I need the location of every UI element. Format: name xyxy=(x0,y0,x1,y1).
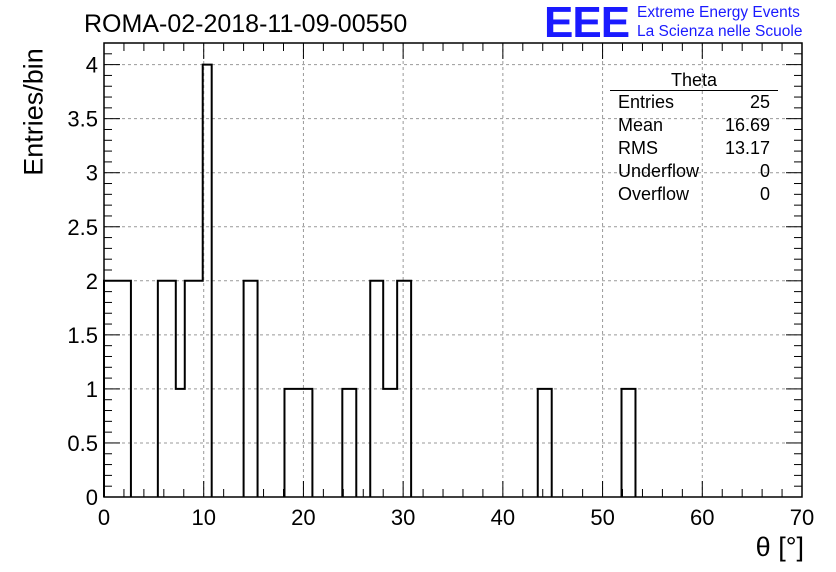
x-tick-label: 40 xyxy=(491,505,515,530)
histogram-bin xyxy=(122,281,131,497)
logo-caption-line1: Extreme Energy Events xyxy=(637,4,800,21)
stats-row-underflow: Underflow 0 xyxy=(610,160,778,183)
stats-box: Theta Entries 25 Mean 16.69 RMS 13.17 Un… xyxy=(610,70,778,206)
logo-caption: Extreme Energy Events La Scienza nelle S… xyxy=(637,3,802,41)
y-tick-label: 2.5 xyxy=(67,215,98,240)
histogram-bin xyxy=(176,389,185,497)
histogram-bin xyxy=(342,389,356,497)
x-tick-label: 20 xyxy=(291,505,315,530)
stats-label: RMS xyxy=(618,138,658,158)
x-tick-label: 50 xyxy=(590,505,614,530)
histogram-bin xyxy=(194,281,203,497)
plot-title: ROMA-02-2018-11-09-00550 xyxy=(84,10,408,38)
y-tick-label: 1 xyxy=(86,377,98,402)
stats-value: 13.17 xyxy=(724,138,770,158)
histogram-bin xyxy=(284,389,312,497)
stats-row-entries: Entries 25 xyxy=(610,91,778,114)
stats-title: Theta xyxy=(610,70,778,91)
stats-label: Mean xyxy=(618,115,664,135)
eee-logo: EEE xyxy=(544,0,630,47)
stats-row-rms: RMS 13.17 xyxy=(610,137,778,160)
histogram-bin xyxy=(383,389,397,497)
histogram-bin xyxy=(538,389,552,497)
histogram-bin xyxy=(622,389,636,497)
y-tick-label: 1.5 xyxy=(67,323,98,348)
x-tick-label: 10 xyxy=(191,505,215,530)
y-tick-label: 0.5 xyxy=(67,431,98,456)
y-axis-label: Entries/bin xyxy=(18,48,49,176)
stats-value: 25 xyxy=(749,92,770,112)
histogram-bin xyxy=(158,281,167,497)
histogram-bin xyxy=(244,281,258,497)
histogram-bin xyxy=(185,281,194,497)
histogram-bin xyxy=(203,65,212,497)
y-tick-label: 4 xyxy=(86,53,98,78)
y-tick-label: 3 xyxy=(86,161,98,186)
stats-row-mean: Mean 16.69 xyxy=(610,114,778,137)
y-tick-label: 0 xyxy=(86,485,98,510)
x-axis-label: θ [°] xyxy=(755,532,804,562)
x-tick-label: 0 xyxy=(98,505,110,530)
x-tick-label: 60 xyxy=(690,505,714,530)
stats-value: 0 xyxy=(759,161,770,181)
stats-value: 0 xyxy=(759,184,770,204)
x-tick-label: 30 xyxy=(391,505,415,530)
histogram-bin xyxy=(167,281,176,497)
stats-label: Overflow xyxy=(618,184,690,204)
histogram-bin xyxy=(370,281,383,497)
y-tick-label: 2 xyxy=(86,269,98,294)
stats-value: 16.69 xyxy=(724,115,770,135)
histogram-bin xyxy=(397,281,411,497)
stats-label: Entries xyxy=(618,92,675,112)
logo-caption-line2: La Scienza nelle Scuole xyxy=(637,23,803,40)
y-tick-label: 3.5 xyxy=(67,107,98,132)
stats-label: Underflow xyxy=(618,161,700,181)
stats-row-overflow: Overflow 0 xyxy=(610,183,778,206)
x-tick-label: 70 xyxy=(790,505,814,530)
